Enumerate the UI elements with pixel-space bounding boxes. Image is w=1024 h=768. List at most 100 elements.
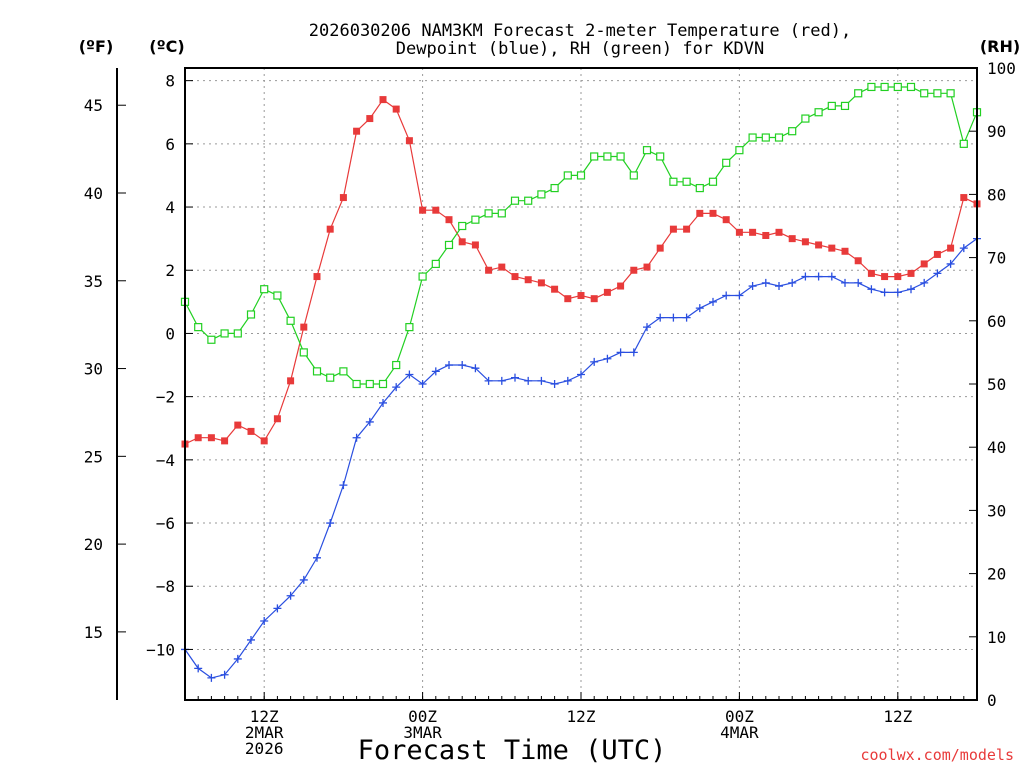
- data-point: [339, 481, 348, 490]
- data-point: [511, 373, 519, 382]
- data-point: [643, 323, 651, 332]
- data-point: [563, 171, 572, 180]
- data-point: [194, 434, 202, 442]
- data-point: [286, 591, 295, 600]
- data-point: [299, 348, 308, 357]
- data-point: [431, 259, 440, 269]
- rh-tick-label: 100: [987, 59, 1016, 78]
- data-point: [432, 206, 440, 214]
- data-point: [933, 269, 942, 278]
- rh-tick-label: 10: [987, 628, 1006, 647]
- data-point: [326, 225, 334, 233]
- data-point: [485, 266, 493, 274]
- data-point: [828, 244, 836, 252]
- x-tick-label: 2MAR: [245, 723, 284, 742]
- data-point: [722, 216, 730, 224]
- data-point: [431, 367, 440, 376]
- data-point: [867, 285, 876, 294]
- data-point: [207, 673, 216, 682]
- data-point: [550, 380, 559, 388]
- data-point: [194, 664, 203, 673]
- data-point: [656, 244, 664, 252]
- data-point: [498, 263, 506, 271]
- data-point: [497, 209, 506, 218]
- data-point: [524, 376, 533, 385]
- data-point: [947, 244, 955, 252]
- data-point: [366, 115, 374, 123]
- data-point: [959, 244, 968, 253]
- data-point: [326, 519, 335, 528]
- data-point: [880, 82, 889, 92]
- data-point: [682, 177, 691, 186]
- celsius-tick-label: 0: [165, 324, 175, 343]
- data-point: [550, 183, 559, 193]
- data-point: [867, 82, 876, 92]
- data-point: [444, 240, 454, 250]
- data-point: [854, 257, 862, 265]
- data-point: [827, 101, 836, 111]
- data-point: [234, 421, 242, 429]
- x-tick-label: 4MAR: [720, 723, 759, 742]
- data-point: [906, 82, 916, 92]
- data-point: [273, 604, 282, 613]
- data-point: [735, 228, 743, 236]
- data-point: [616, 348, 625, 357]
- data-point: [405, 137, 413, 145]
- data-point: [273, 291, 282, 300]
- celsius-tick-label: 6: [165, 135, 175, 154]
- series-layer: [180, 82, 982, 682]
- data-point: [643, 263, 651, 271]
- data-point: [775, 282, 783, 291]
- data-point: [841, 278, 849, 287]
- x-axis-label: Forecast Time (UTC): [358, 735, 667, 766]
- data-point: [577, 292, 585, 300]
- data-point: [682, 313, 691, 322]
- data-point: [510, 196, 520, 205]
- data-point: [392, 105, 400, 113]
- rh-tick-label: 80: [987, 185, 1006, 204]
- celsius-tick-label: −10: [146, 640, 175, 659]
- data-point: [946, 259, 955, 268]
- data-point: [959, 139, 968, 148]
- rh-tick-label: 70: [987, 249, 1006, 268]
- fahrenheit-tick-label: 30: [84, 360, 103, 379]
- data-point: [867, 269, 875, 277]
- data-point: [815, 241, 823, 249]
- x-tick-label: 12Z: [883, 707, 912, 726]
- data-point: [788, 127, 797, 136]
- data-point: [564, 295, 572, 303]
- data-point: [840, 101, 850, 111]
- data-point: [894, 273, 902, 281]
- data-point: [221, 437, 229, 445]
- data-point: [313, 553, 321, 562]
- data-point: [207, 335, 216, 344]
- data-point: [708, 177, 718, 186]
- data-point: [220, 329, 229, 338]
- data-point: [603, 288, 611, 296]
- data-point: [920, 278, 929, 287]
- fahrenheit-tick-label: 45: [84, 96, 103, 115]
- data-point: [287, 377, 295, 385]
- chart-title-line-2: Dewpoint (blue), RH (green) for KDVN: [396, 39, 764, 59]
- data-point: [405, 323, 414, 332]
- x-tick-label: 12Z: [250, 707, 279, 726]
- data-point: [735, 146, 744, 155]
- celsius-tick-label: 8: [165, 72, 175, 91]
- data-point: [603, 152, 612, 161]
- data-point: [194, 323, 203, 332]
- data-point: [246, 310, 256, 319]
- data-point: [233, 329, 242, 338]
- fahrenheit-tick-label: 35: [84, 272, 103, 291]
- data-point: [312, 367, 322, 376]
- data-point: [774, 133, 784, 142]
- data-point: [749, 228, 757, 236]
- celsius-tick-label: −4: [156, 451, 175, 470]
- data-point: [629, 348, 638, 357]
- data-point: [379, 96, 387, 104]
- fahrenheit-tick-label: 40: [84, 184, 103, 203]
- data-point: [392, 360, 401, 370]
- data-point: [458, 238, 466, 246]
- data-point: [353, 127, 361, 135]
